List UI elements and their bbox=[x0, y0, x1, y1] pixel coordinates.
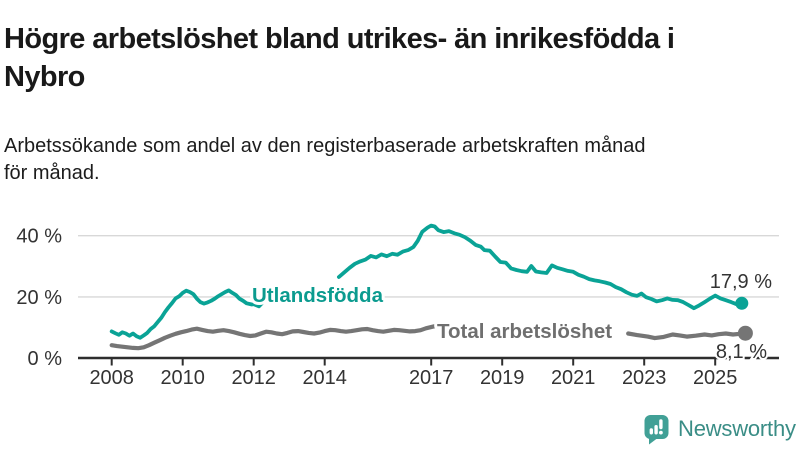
foreign-born-end-value-label: 17,9 % bbox=[710, 271, 772, 293]
x-axis-tick-label: 2023 bbox=[622, 367, 667, 389]
foreign-born-series-label: Utlandsfödda bbox=[252, 284, 384, 307]
newsworthy-logo-text: Newsworthy bbox=[678, 416, 796, 441]
page-title: Högre arbetslöshet bland utrikes- än inr… bbox=[4, 23, 675, 93]
total-unemployment-end-value-label: 8,1 % bbox=[716, 341, 767, 363]
foreign-born-line bbox=[109, 223, 744, 340]
total-unemployment-series-label: Total arbetslöshet bbox=[437, 320, 612, 343]
total-unemployment-line bbox=[109, 324, 748, 351]
chart-subtitle: Arbetssökande som andel av den registerb… bbox=[4, 135, 646, 184]
y-axis-tick-label: 40 % bbox=[16, 226, 62, 248]
x-axis-tick-label: 2014 bbox=[302, 367, 347, 389]
x-axis-tick-label: 2010 bbox=[160, 367, 205, 389]
x-axis-tick-label: 2012 bbox=[231, 367, 276, 389]
newsworthy-logo: Newsworthy bbox=[644, 413, 796, 445]
total-unemployment-end-dot bbox=[737, 325, 753, 341]
x-axis-tick-label: 2021 bbox=[551, 367, 596, 389]
x-axis-tick-label: 2017 bbox=[409, 367, 454, 389]
foreign-born-end-dot bbox=[735, 296, 749, 310]
x-axis-tick-label: 2019 bbox=[480, 367, 525, 389]
y-axis-tick-label: 0 % bbox=[28, 348, 63, 370]
x-axis-tick-label: 2025 bbox=[693, 367, 738, 389]
y-axis-tick-label: 20 % bbox=[16, 287, 62, 309]
newsworthy-speech-bubble-chart-icon bbox=[644, 414, 669, 444]
x-axis-tick-label: 2008 bbox=[89, 367, 134, 389]
